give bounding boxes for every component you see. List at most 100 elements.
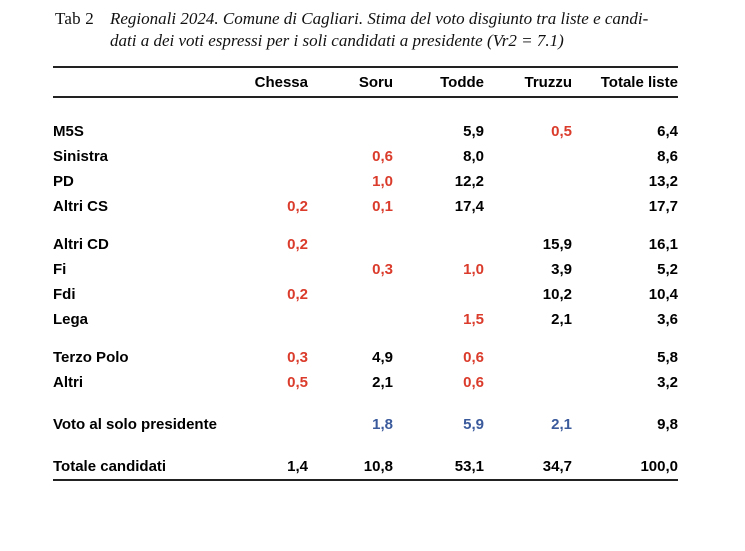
cell-chessa	[213, 307, 308, 332]
cell-totale: 17,7	[648, 198, 678, 215]
cell-todde	[393, 232, 484, 257]
cell-chessa: 1,4	[287, 458, 308, 475]
row-label: Altri	[53, 374, 83, 391]
cell-soru	[308, 282, 393, 307]
table-row-sinistra: Sinistra 0,6 8,0 8,6	[53, 144, 678, 169]
cell-soru: 2,1	[372, 374, 393, 391]
spacer-row	[53, 219, 678, 232]
cell-soru: 0,3	[372, 261, 393, 278]
table-row-altri: Altri 0,5 2,1 0,6 3,2	[53, 370, 678, 395]
row-label: Altri CS	[53, 198, 109, 215]
cell-truzzu: 2,1	[551, 416, 572, 433]
table-row-altri-cd: Altri CD 0,2 15,9 16,1	[53, 232, 678, 257]
table-row-pd: PD 1,0 12,2 13,2	[53, 169, 678, 194]
caption-line-2: dati a dei voti espressi per i soli cand…	[110, 31, 564, 50]
cell-truzzu	[484, 345, 572, 370]
spacer-row	[53, 332, 678, 345]
cell-chessa	[213, 257, 308, 282]
cell-soru	[308, 119, 393, 144]
cell-soru: 0,1	[372, 198, 393, 215]
cell-todde: 5,9	[463, 416, 484, 433]
caption-number: Tab 2	[55, 9, 94, 28]
cell-totale: 8,6	[657, 148, 678, 165]
row-label: Altri CD	[53, 236, 109, 253]
spacer-row	[53, 97, 678, 119]
cell-truzzu: 34,7	[542, 458, 572, 475]
cell-totale: 13,2	[648, 173, 678, 190]
header-totale-liste: Totale liste	[600, 73, 678, 91]
spacer-row	[53, 395, 678, 412]
cell-chessa	[213, 169, 308, 194]
results-table-wrapper: Chessa Soru Todde Truzzu Totale liste M5…	[53, 66, 745, 481]
cell-todde: 0,6	[463, 374, 484, 391]
cell-chessa: 0,2	[287, 286, 308, 303]
header-todde: Todde	[440, 73, 484, 91]
cell-totale: 3,6	[657, 311, 678, 328]
cell-soru	[308, 307, 393, 332]
cell-chessa: 0,5	[287, 374, 308, 391]
cell-totale: 6,4	[657, 123, 678, 140]
cell-chessa: 0,2	[287, 236, 308, 253]
cell-chessa	[213, 119, 308, 144]
caption-text: Regionali 2024. Comune di Cagliari. Stim…	[110, 8, 648, 52]
cell-truzzu: 10,2	[542, 286, 572, 303]
cell-truzzu: 0,5	[551, 123, 572, 140]
table-row-m5s: M5S 5,9 0,5 6,4	[53, 119, 678, 144]
row-label: Voto al solo presidente	[53, 416, 217, 433]
cell-chessa	[213, 144, 308, 169]
cell-totale: 5,2	[657, 261, 678, 278]
cell-chessa	[213, 412, 308, 437]
row-label: PD	[53, 173, 74, 190]
cell-truzzu: 2,1	[551, 311, 572, 328]
cell-truzzu: 3,9	[551, 261, 572, 278]
table-row-altri-cs: Altri CS 0,2 0,1 17,4 17,7	[53, 194, 678, 219]
cell-soru: 1,8	[372, 416, 393, 433]
cell-todde	[393, 282, 484, 307]
caption-line-1: Regionali 2024. Comune di Cagliari. Stim…	[110, 9, 649, 28]
table-row-totale-candidati: Totale candidati 1,4 10,8 53,1 34,7 100,…	[53, 454, 678, 480]
header-soru: Soru	[358, 73, 393, 91]
table-row-terzo-polo: Terzo Polo 0,3 4,9 0,6 5,8	[53, 345, 678, 370]
table-row-lega: Lega 1,5 2,1 3,6	[53, 307, 678, 332]
header-empty	[53, 67, 213, 97]
cell-chessa: 0,3	[287, 349, 308, 366]
row-label: Terzo Polo	[53, 349, 129, 366]
cell-todde: 12,2	[454, 173, 484, 190]
row-label: Lega	[53, 311, 89, 328]
header-truzzu: Truzzu	[524, 73, 573, 91]
header-chessa: Chessa	[254, 73, 308, 91]
cell-truzzu: 15,9	[542, 236, 572, 253]
cell-truzzu	[484, 194, 572, 219]
cell-todde: 1,5	[463, 311, 484, 328]
cell-todde: 53,1	[454, 458, 484, 475]
cell-chessa: 0,2	[287, 198, 308, 215]
cell-todde: 0,6	[463, 349, 484, 366]
cell-totale: 16,1	[648, 236, 678, 253]
header-row: Chessa Soru Todde Truzzu Totale liste	[53, 67, 678, 97]
cell-soru: 0,6	[372, 148, 393, 165]
cell-todde: 8,0	[463, 148, 484, 165]
row-label: Sinistra	[53, 148, 109, 165]
cell-totale: 100,0	[640, 458, 678, 475]
table-row-voto-solo-presidente: Voto al solo presidente 1,8 5,9 2,1 9,8	[53, 412, 678, 437]
cell-totale: 10,4	[648, 286, 678, 303]
table-caption: Tab 2 Regionali 2024. Comune di Cagliari…	[55, 8, 745, 52]
cell-totale: 9,8	[657, 416, 678, 433]
spacer-row	[53, 437, 678, 454]
cell-totale: 3,2	[657, 374, 678, 391]
row-label: M5S	[53, 123, 84, 140]
table-row-fdi: Fdi 0,2 10,2 10,4	[53, 282, 678, 307]
cell-soru	[308, 232, 393, 257]
cell-totale: 5,8	[657, 349, 678, 366]
cell-soru: 1,0	[372, 173, 393, 190]
row-label: Totale candidati	[53, 458, 167, 475]
cell-soru: 4,9	[372, 349, 393, 366]
cell-truzzu	[484, 370, 572, 395]
cell-truzzu	[484, 144, 572, 169]
results-table: Chessa Soru Todde Truzzu Totale liste M5…	[53, 66, 678, 481]
cell-truzzu	[484, 169, 572, 194]
document-page: Tab 2 Regionali 2024. Comune di Cagliari…	[0, 8, 745, 551]
cell-todde: 17,4	[454, 198, 484, 215]
row-label: Fdi	[53, 286, 76, 303]
cell-soru: 10,8	[363, 458, 393, 475]
